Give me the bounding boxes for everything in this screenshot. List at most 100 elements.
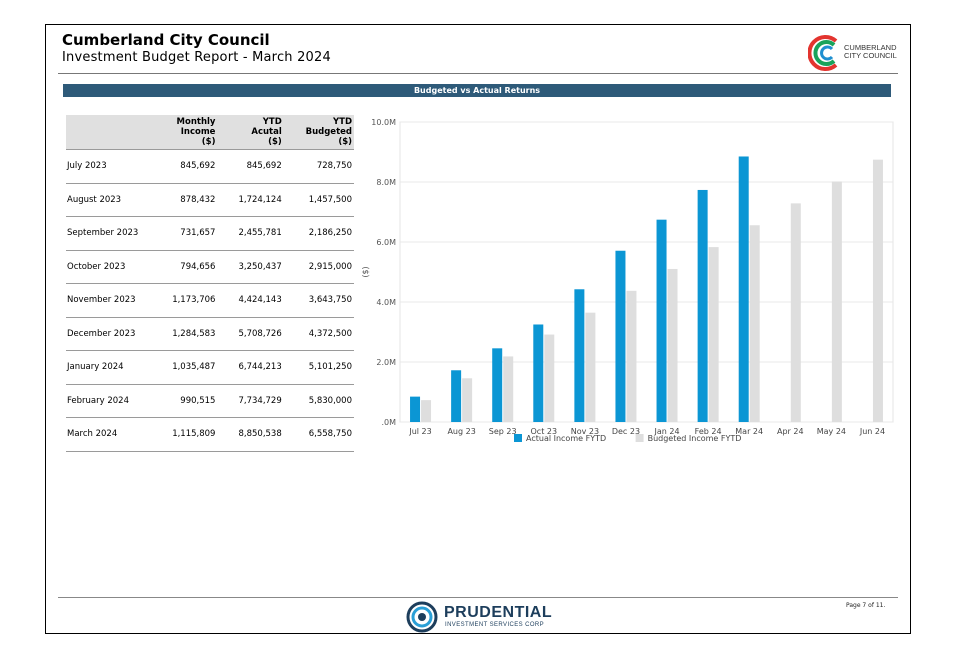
x-tick-label: Mar 24 xyxy=(735,427,763,436)
table-row: March 2024 1,115,809 8,850,538 6,558,750 xyxy=(66,417,354,452)
cell-period: March 2024 xyxy=(66,417,168,452)
header-divider xyxy=(58,73,898,74)
table-row: September 2023 731,657 2,455,781 2,186,250 xyxy=(66,216,354,251)
x-tick-label: Jun 24 xyxy=(859,427,885,436)
footer-divider xyxy=(58,597,898,598)
legend-swatch xyxy=(514,434,522,442)
cell-ytd-budgeted: 4,372,500 xyxy=(283,317,354,351)
header-cell-monthly-income: Monthly Income ($) xyxy=(167,115,218,150)
header-cell-ytd-budgeted: YTD Budgeted ($) xyxy=(283,115,354,150)
bar-budgeted xyxy=(544,334,555,422)
y-tick-label: 8.0M xyxy=(376,178,396,187)
cell-monthly-income: 1,284,583 xyxy=(167,317,218,351)
cell-ytd-actual: 845,692 xyxy=(217,149,284,184)
bar-actual xyxy=(533,324,544,422)
bar-actual xyxy=(492,348,503,422)
y-tick-label: 6.0M xyxy=(376,238,396,247)
x-tick-label: Aug 23 xyxy=(447,427,475,436)
cell-monthly-income: 1,115,809 xyxy=(167,417,218,452)
investment-table: Monthly Income ($) YTD Acutal ($) YTD Bu… xyxy=(66,115,354,452)
bar-budgeted xyxy=(626,290,637,422)
y-tick-label: 2.0M xyxy=(376,358,396,367)
council-logo-text: CUMBERLAND CITY COUNCIL xyxy=(844,43,897,60)
y-axis-label: ($) xyxy=(361,266,370,277)
y-tick-label: 4.0M xyxy=(376,298,396,307)
y-tick-label: 10.0M xyxy=(371,118,396,127)
plot-area xyxy=(399,121,894,423)
cell-period: November 2023 xyxy=(66,283,168,318)
cell-period: October 2023 xyxy=(66,250,168,284)
table-row: October 2023 794,656 3,250,437 2,915,000 xyxy=(66,250,354,284)
cell-ytd-budgeted: 5,830,000 xyxy=(283,384,354,418)
x-tick-label: Feb 24 xyxy=(695,427,722,436)
x-tick-label: Dec 23 xyxy=(612,427,640,436)
x-tick-label: Jul 23 xyxy=(408,427,431,436)
cell-period: August 2023 xyxy=(66,183,168,217)
cell-monthly-income: 878,432 xyxy=(167,183,218,217)
cell-period: December 2023 xyxy=(66,317,168,351)
table-row: February 2024 990,515 7,734,729 5,830,000 xyxy=(66,384,354,418)
returns-chart: .0M 2.0M 4.0M 6.0M 8.0M 10.0M ($) Jul 23 Aug 23 S… xyxy=(358,112,898,457)
cell-ytd-actual: 1,724,124 xyxy=(217,183,284,217)
cell-ytd-budgeted: 1,457,500 xyxy=(283,183,354,217)
bar-actual xyxy=(697,189,708,422)
cell-ytd-budgeted: 728,750 xyxy=(283,149,354,184)
cell-ytd-actual: 6,744,213 xyxy=(217,350,284,385)
bar-budgeted xyxy=(872,159,883,422)
report-subtitle: Investment Budget Report - March 2024 xyxy=(62,50,331,65)
x-tick-label: Apr 24 xyxy=(777,427,804,436)
cell-monthly-income: 990,515 xyxy=(167,384,218,418)
prudential-logo: PRUDENTIAL INVESTMENT SERVICES CORP xyxy=(404,601,554,633)
bar-actual xyxy=(615,250,626,422)
cell-ytd-actual: 7,734,729 xyxy=(217,384,284,418)
cell-monthly-income: 845,692 xyxy=(167,149,218,184)
council-logo-icon xyxy=(807,35,838,71)
x-tick-label: May 24 xyxy=(817,427,846,436)
page-frame xyxy=(45,24,911,634)
cell-ytd-budgeted: 5,101,250 xyxy=(283,350,354,385)
page-number: Page 7 of 11. xyxy=(846,602,886,609)
x-tick-label: Jan 24 xyxy=(654,427,680,436)
bar-budgeted xyxy=(503,356,514,422)
cell-monthly-income: 794,656 xyxy=(167,250,218,284)
cell-period: February 2024 xyxy=(66,384,168,418)
cell-ytd-budgeted: 6,558,750 xyxy=(283,417,354,452)
cell-ytd-actual: 2,455,781 xyxy=(217,216,284,251)
cell-ytd-actual: 4,424,143 xyxy=(217,283,284,318)
bar-budgeted xyxy=(708,247,719,422)
bar-budgeted xyxy=(831,181,842,422)
table-row: November 2023 1,173,706 4,424,143 3,643,750 xyxy=(66,283,354,318)
legend-swatch xyxy=(635,434,644,442)
section-banner: Budgeted vs Actual Returns xyxy=(63,84,891,97)
legend-label: Actual Income FYTD xyxy=(526,434,606,443)
cell-monthly-income: 1,173,706 xyxy=(167,283,218,318)
table-row: August 2023 878,432 1,724,124 1,457,500 xyxy=(66,183,354,217)
legend-label: Budgeted Income FYTD xyxy=(648,434,742,443)
cell-monthly-income: 1,035,487 xyxy=(167,350,218,385)
prudential-logo-icon xyxy=(406,601,438,633)
prudential-brand: PRUDENTIAL xyxy=(444,604,553,621)
cell-monthly-income: 731,657 xyxy=(167,216,218,251)
x-tick-label: Sep 23 xyxy=(489,427,517,436)
returns-chart-svg: .0M 2.0M 4.0M 6.0M 8.0M 10.0M ($) Jul 23 Aug 23 S… xyxy=(361,118,894,443)
cell-period: September 2023 xyxy=(66,216,168,251)
cell-ytd-budgeted: 2,186,250 xyxy=(283,216,354,251)
bar-budgeted xyxy=(421,400,432,422)
cell-ytd-actual: 3,250,437 xyxy=(217,250,284,284)
cell-period: July 2023 xyxy=(66,149,168,184)
bar-budgeted xyxy=(585,312,596,422)
bar-actual xyxy=(410,396,421,422)
table-row: July 2023 845,692 845,692 728,750 xyxy=(66,149,354,184)
bar-budgeted xyxy=(790,203,801,422)
cell-period: January 2024 xyxy=(66,350,168,385)
table-row: January 2024 1,035,487 6,744,213 5,101,250 xyxy=(66,350,354,385)
cell-ytd-actual: 8,850,538 xyxy=(217,417,284,452)
bar-budgeted xyxy=(667,268,678,422)
cell-ytd-actual: 5,708,726 xyxy=(217,317,284,351)
cell-ytd-budgeted: 3,643,750 xyxy=(283,283,354,318)
prudential-tagline: INVESTMENT SERVICES CORP xyxy=(445,622,545,628)
table-row: December 2023 1,284,583 5,708,726 4,372,500 xyxy=(66,317,354,351)
council-logo: CUMBERLAND CITY COUNCIL xyxy=(807,33,903,73)
x-tick-label: Nov 23 xyxy=(571,427,599,436)
bar-actual xyxy=(574,289,585,422)
